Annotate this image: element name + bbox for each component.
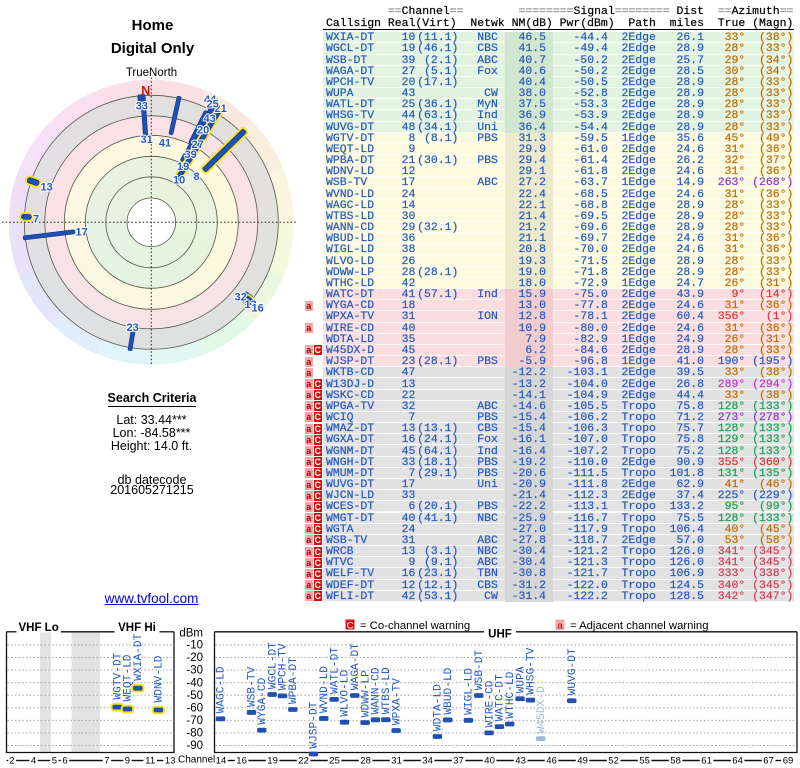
svg-text:46: 46 <box>546 756 557 767</box>
svg-text:WPBA-DT: WPBA-DT <box>288 657 300 704</box>
svg-text:WSB-TV: WSB-TV <box>247 666 259 707</box>
svg-text:52: 52 <box>608 756 619 767</box>
svg-text:22: 22 <box>298 756 309 767</box>
svg-text:WXIA-DT: WXIA-DT <box>133 633 145 680</box>
svg-text:-60: -60 <box>186 702 203 714</box>
svg-text:dBm: dBm <box>179 628 203 640</box>
svg-text:55: 55 <box>639 756 650 767</box>
svg-text:4: 4 <box>31 756 36 767</box>
svg-text:6: 6 <box>62 756 67 767</box>
svg-text:UHF: UHF <box>488 629 512 641</box>
svg-text:11: 11 <box>145 756 155 767</box>
svg-text:44: 44 <box>204 94 217 106</box>
svg-text:-80: -80 <box>186 728 203 740</box>
svg-text:5: 5 <box>52 756 57 767</box>
svg-text:25: 25 <box>329 756 340 767</box>
svg-text:C: C <box>347 620 354 631</box>
svg-text:32: 32 <box>235 291 247 303</box>
svg-text:-30: -30 <box>186 665 203 677</box>
svg-text:WLVO-LD: WLVO-LD <box>340 670 352 717</box>
svg-text:WGTV-DT: WGTV-DT <box>112 652 124 699</box>
svg-text:WATC-DT: WATC-DT <box>495 674 507 721</box>
svg-text:28: 28 <box>360 756 371 767</box>
svg-text:2: 2 <box>9 756 14 767</box>
svg-text:WIGL-LD: WIGL-LD <box>464 668 476 715</box>
svg-text:64: 64 <box>732 756 743 767</box>
svg-text:WPXA-TV: WPXA-TV <box>391 678 403 725</box>
svg-text:Channel: Channel <box>178 755 215 766</box>
svg-text:W45DX-D: W45DX-D <box>536 686 548 733</box>
svg-text:39: 39 <box>185 149 197 161</box>
svg-text:43: 43 <box>515 756 526 767</box>
svg-text:8: 8 <box>194 171 200 183</box>
svg-text:N: N <box>141 84 150 98</box>
svg-text:7: 7 <box>104 756 109 767</box>
svg-text:WDNV-LD: WDNV-LD <box>154 655 166 702</box>
svg-text:WHSG-TV: WHSG-TV <box>526 647 538 694</box>
svg-text:WGCL-DT: WGCL-DT <box>267 642 279 689</box>
svg-text:VHF Lo: VHF Lo <box>18 622 58 634</box>
svg-text:-90: -90 <box>186 740 203 752</box>
svg-text:67: 67 <box>763 756 774 767</box>
svg-text:WVND-LD: WVND-LD <box>319 666 331 713</box>
svg-text:WJSP-DT: WJSP-DT <box>309 701 321 748</box>
svg-text:-10: -10 <box>186 640 203 652</box>
svg-text:WPCH-TV: WPCH-TV <box>278 643 290 690</box>
svg-text:WAGC-LD: WAGC-LD <box>216 666 228 713</box>
svg-text:69: 69 <box>783 756 794 767</box>
svg-text:25: 25 <box>207 99 219 111</box>
svg-text:41: 41 <box>159 138 171 150</box>
svg-text:13: 13 <box>165 756 176 767</box>
svg-text:16: 16 <box>236 756 247 767</box>
svg-text:WTBS-LD: WTBS-LD <box>381 667 393 714</box>
svg-text:19: 19 <box>267 756 278 767</box>
svg-text:WDWW-LP: WDWW-LP <box>360 670 372 717</box>
svg-text:10: 10 <box>173 175 185 187</box>
svg-text:-70: -70 <box>186 715 203 727</box>
svg-text:31: 31 <box>141 134 153 146</box>
svg-text:43: 43 <box>204 113 216 125</box>
svg-text:WUVG-DT: WUVG-DT <box>567 648 579 695</box>
svg-text:7: 7 <box>33 214 39 226</box>
svg-text:-50: -50 <box>186 690 203 702</box>
svg-text:WANN-CD: WANN-CD <box>371 667 383 714</box>
svg-text:17: 17 <box>76 226 88 238</box>
svg-text:WSB-DT: WSB-DT <box>474 650 486 691</box>
svg-text:WIRE-CD: WIRE-CD <box>484 680 496 727</box>
svg-text:13: 13 <box>41 181 53 193</box>
svg-text:-40: -40 <box>186 677 203 689</box>
svg-text:40: 40 <box>484 756 495 767</box>
svg-text:37: 37 <box>453 756 464 767</box>
svg-text:= Adjacent channel warning: = Adjacent channel warning <box>570 620 709 632</box>
svg-text:WATL-DT: WATL-DT <box>329 647 341 694</box>
svg-text:23: 23 <box>127 322 139 334</box>
svg-text:= Co-channel warning: = Co-channel warning <box>360 620 470 632</box>
svg-text:61: 61 <box>701 756 712 767</box>
svg-text:WTHC-LD: WTHC-LD <box>505 671 517 718</box>
svg-text:VHF Hi: VHF Hi <box>118 622 156 634</box>
svg-text:-20: -20 <box>186 652 203 664</box>
svg-text:a: a <box>557 620 563 631</box>
svg-text:19: 19 <box>177 161 189 173</box>
svg-text:16: 16 <box>252 303 264 315</box>
svg-text:21: 21 <box>215 103 227 115</box>
svg-text:14: 14 <box>216 756 227 767</box>
svg-text:49: 49 <box>577 756 588 767</box>
svg-text:34: 34 <box>422 756 433 767</box>
svg-text:31: 31 <box>391 756 402 767</box>
svg-text:WDTA-LD: WDTA-LD <box>433 684 445 731</box>
svg-text:20: 20 <box>197 125 209 137</box>
svg-text:13: 13 <box>245 299 257 311</box>
svg-text:WUPA: WUPA <box>515 666 527 693</box>
svg-text:WYGA-CD: WYGA-CD <box>257 677 269 724</box>
svg-text:9: 9 <box>125 756 130 767</box>
svg-text:WAGA-DT: WAGA-DT <box>350 643 362 690</box>
svg-text:33: 33 <box>136 101 148 113</box>
svg-text:27: 27 <box>192 139 204 151</box>
svg-text:WBUD-LD: WBUD-LD <box>443 667 455 714</box>
svg-text:58: 58 <box>670 756 681 767</box>
